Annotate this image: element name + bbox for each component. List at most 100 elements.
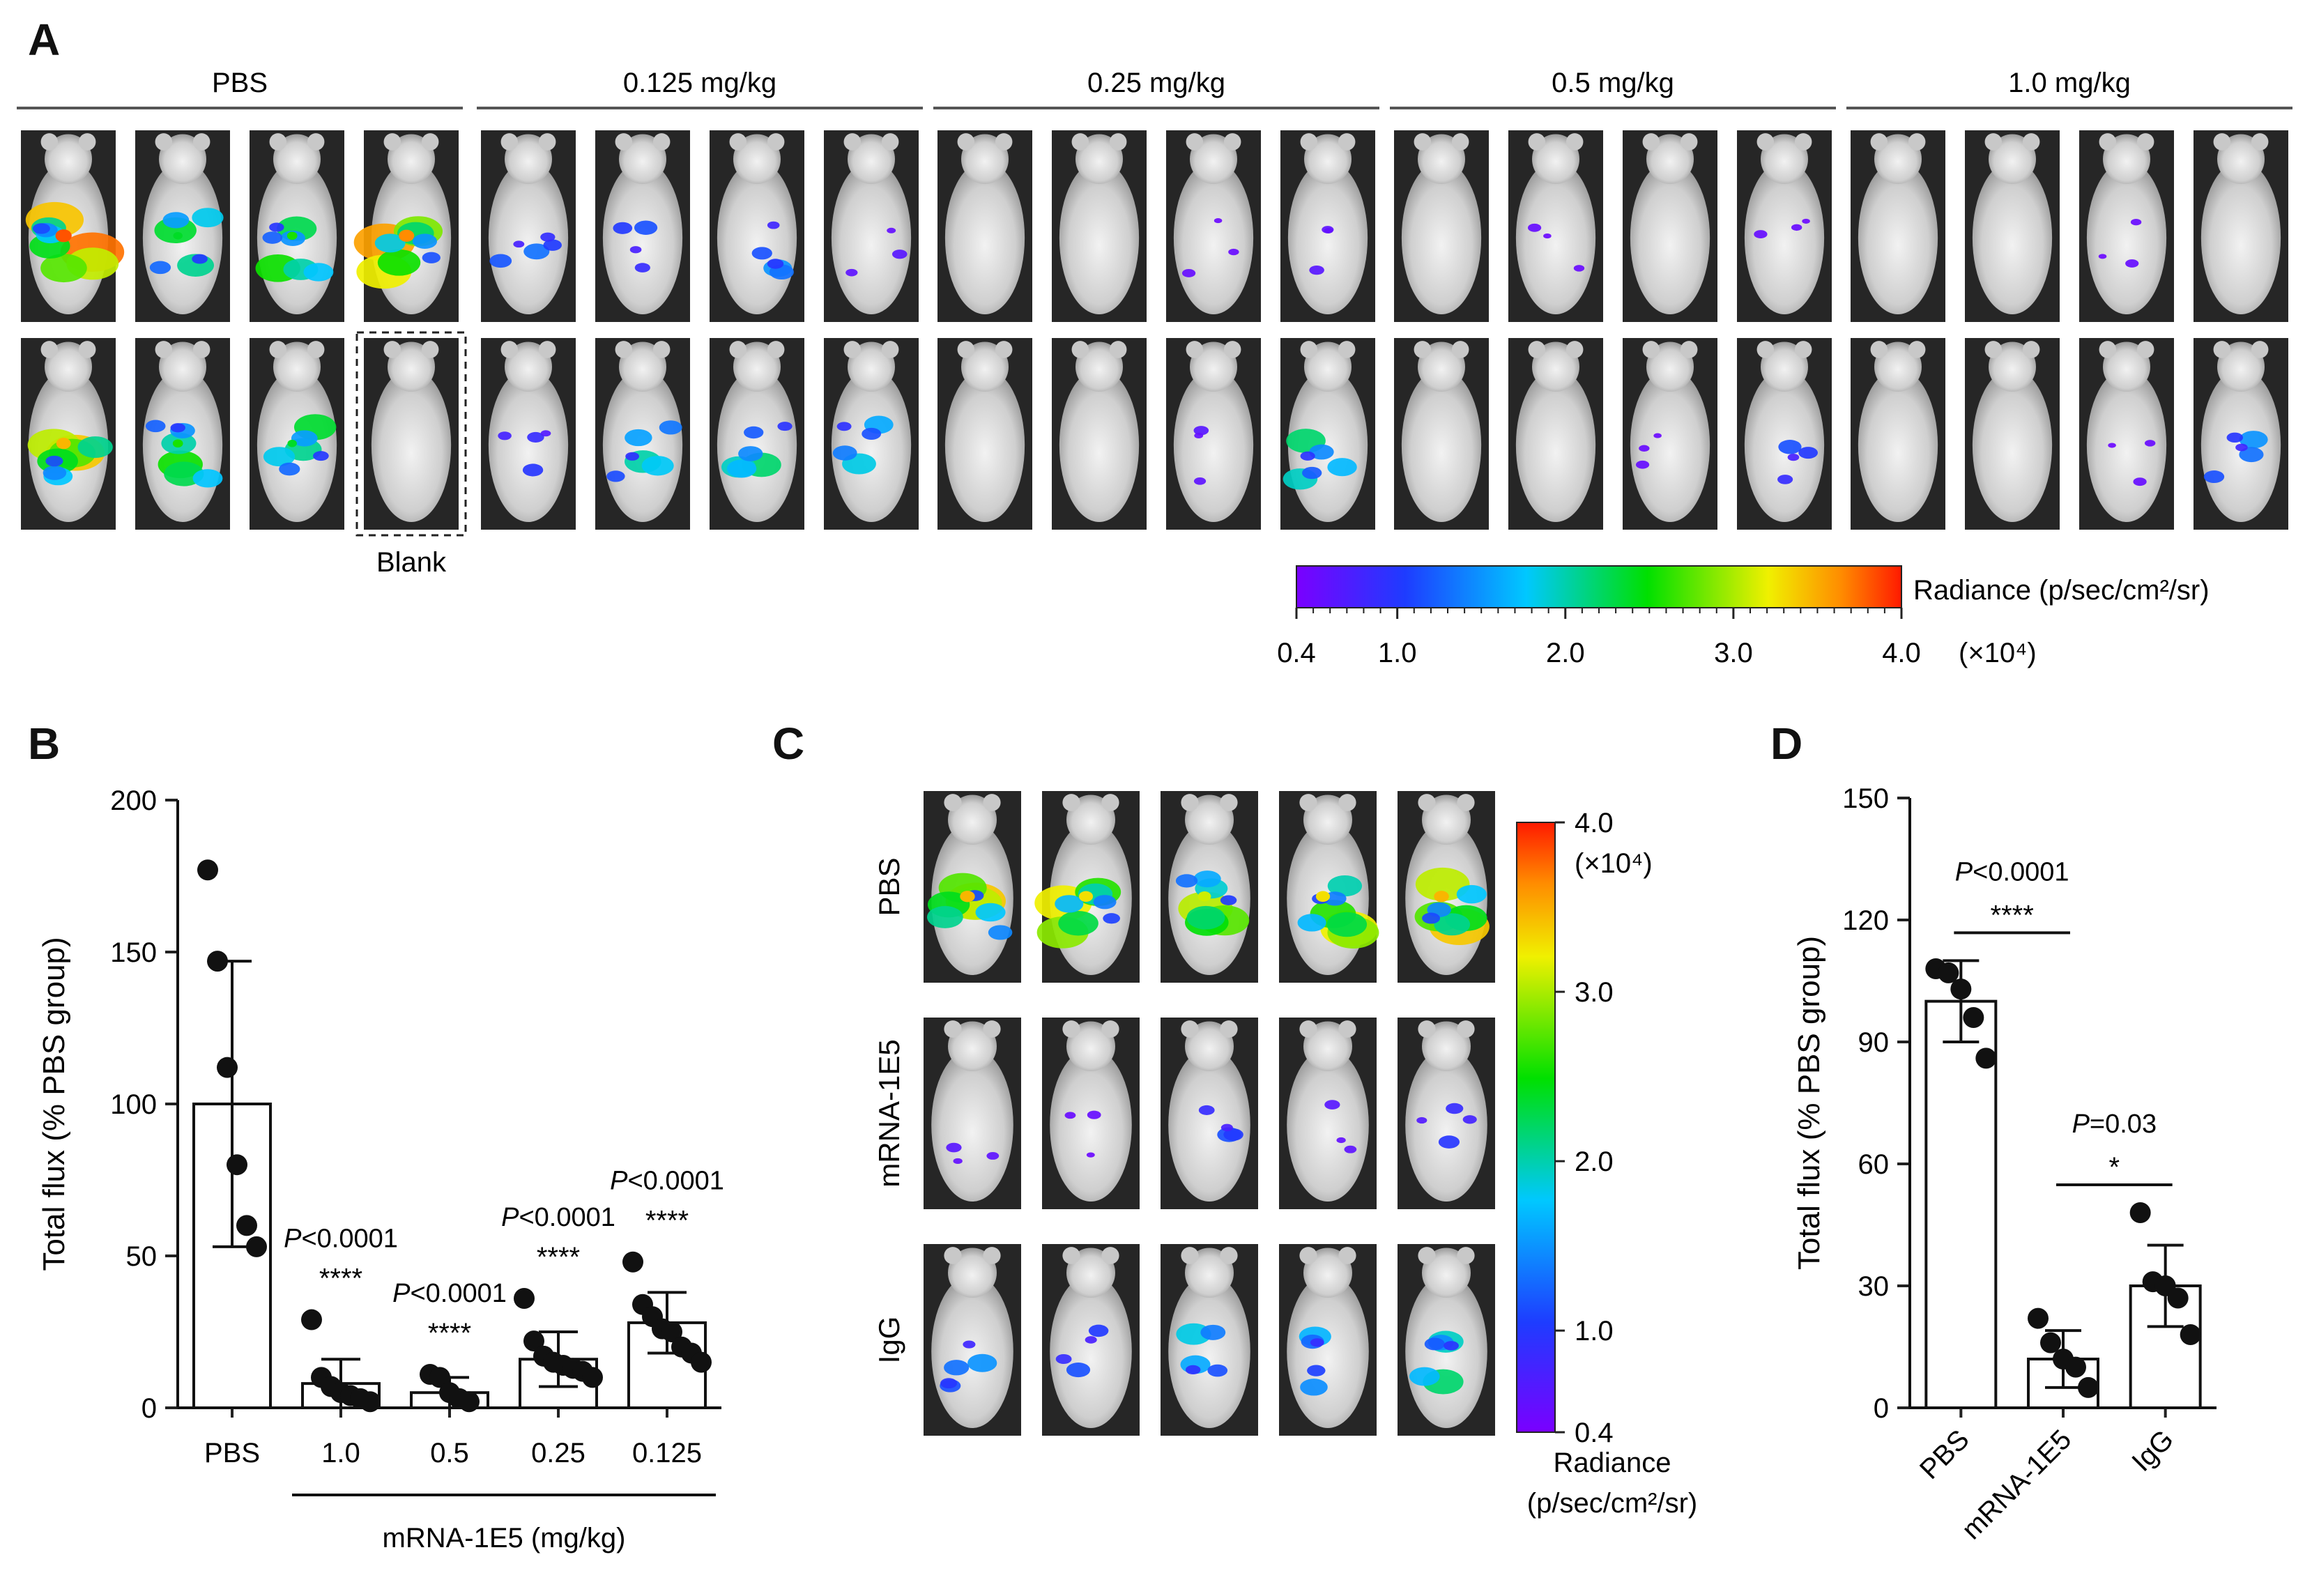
mouse-tile-signal-spot (767, 221, 780, 229)
x-tick-label: 0.25 (531, 1438, 585, 1468)
mouse-tile-ear-left (1418, 1247, 1436, 1264)
p-symbol: P (501, 1203, 519, 1232)
data-point (1975, 1048, 1997, 1069)
mouse-tile-ear-right (2136, 133, 2154, 151)
mouse-tile-signal-spot (1086, 1152, 1095, 1158)
significance-stars: **** (1991, 900, 2034, 930)
p-symbol: P (1955, 857, 1973, 887)
mouse-tile-signal-spot (32, 223, 50, 234)
mouse-tile-ear-left (944, 794, 962, 811)
mouse-tile-head (1532, 342, 1579, 392)
mouse-tile-ear-left (2213, 133, 2231, 151)
mouse-tile-signal-spot (629, 246, 642, 254)
mouse-tile-body (831, 369, 912, 522)
data-point (301, 1309, 322, 1330)
mouse-tile-signal-core (1434, 891, 1449, 903)
mouse-tile-ear-right (2136, 341, 2154, 358)
y-tick-label: 120 (1842, 905, 1889, 936)
mouse-tile-signal-spot (1444, 1341, 1459, 1351)
mouse-tile-ear-left (1300, 341, 1318, 358)
mouse-tile-body (944, 369, 1025, 522)
mouse-tile-ear-right (652, 133, 671, 151)
mouse-tile-head (1874, 342, 1922, 392)
mouse-tile-signal-spot (927, 906, 963, 928)
mouse-tile-signal-spot (1087, 1110, 1101, 1119)
mouse-tile-signal-spot (1088, 1324, 1109, 1337)
mouse-tile-signal-spot (1326, 912, 1368, 937)
mouse-tile-ear-right (1101, 1247, 1119, 1264)
mouse-tile-ear-left (40, 341, 59, 358)
significance-stars: **** (428, 1318, 471, 1349)
data-point (207, 951, 228, 972)
significance-stars: **** (319, 1264, 362, 1294)
mouse-tile-signal-spot (513, 240, 525, 248)
mouse-tile-signal-spot (527, 431, 544, 443)
mouse-tile-ear-left (1300, 133, 1318, 151)
mouse-tile-signal-spot (1324, 227, 1333, 233)
mouse-tile-signal-spot (1055, 895, 1084, 913)
mouse-tile-signal-spot (634, 263, 650, 273)
mouse-tile-signal-spot (1798, 447, 1818, 459)
y-tick-label: 50 (126, 1241, 158, 1272)
mouse-tile-ear-right (1457, 1020, 1475, 1038)
mouse-tile-signal-spot (832, 445, 857, 461)
mouse-tile-signal-spot (149, 261, 171, 275)
x-tick-label: PBS (1914, 1424, 1975, 1485)
mouse-tile-signal-core (172, 439, 183, 448)
mouse-tile-body (488, 369, 569, 522)
mouse-tile-signal-spot (946, 1142, 962, 1153)
mouse-tile-signal-spot (1324, 1100, 1340, 1110)
mouse-tile-ear-right (1338, 794, 1356, 811)
mouse-tile-ear-right (1338, 341, 1356, 358)
mouse-tile-ear-right (1220, 1247, 1238, 1264)
data-point (514, 1288, 535, 1310)
mouse-tile-signal-spot (726, 459, 757, 478)
y-tick-label: 150 (110, 937, 157, 968)
mouse-tile-signal-spot (1055, 1353, 1072, 1365)
mouse-tile-ear-left (269, 133, 287, 151)
mouse-tile-body (717, 369, 797, 522)
p-symbol: P (610, 1167, 628, 1196)
mouse-tile-signal-spot (641, 456, 674, 476)
mouse-tile-signal-spot (269, 222, 284, 232)
mouse-tile-head (1303, 795, 1352, 845)
x-tick-label: mRNA-1E5 (1956, 1424, 2077, 1545)
mouse-tile-ear-left (1299, 794, 1317, 811)
panel-label-d: D (1770, 719, 1803, 769)
mouse-tile-head (1761, 342, 1808, 392)
mouse-tile-ear-right (1794, 341, 1812, 358)
mouse-tile-signal-spot (1446, 1103, 1464, 1114)
blank-mouse-body (371, 369, 452, 522)
mouse-tile-signal-spot (744, 426, 764, 439)
mouse-tile-signal-spot (1639, 445, 1650, 452)
mouse-tile-ear-left (1186, 133, 1204, 151)
mouse-tile-signal-spot (279, 462, 300, 476)
mouse-tile-ear-right (983, 1247, 1001, 1264)
mouse-tile-head (1075, 342, 1123, 392)
mouse-tile-head (1190, 342, 1237, 392)
data-point (1938, 962, 1959, 983)
mouse-tile-ear-left (1181, 1020, 1199, 1038)
mouse-tile-body (1515, 369, 1596, 522)
mouse-tile-ear-right (2022, 133, 2040, 151)
data-point (1963, 1007, 1984, 1028)
mouse-tile-signal-spot (887, 227, 896, 233)
mouse-tile-signal-spot (2125, 259, 2139, 268)
mouse-tile-head (2217, 134, 2265, 184)
mouse-tile-signal-spot (1573, 265, 1585, 272)
mouse-tile-ear-left (1071, 133, 1089, 151)
mouse-tile-ear-right (1794, 133, 1812, 151)
p-value: =0.03 (2090, 1110, 2157, 1139)
colorbar-tick-label: 0.4 (1277, 638, 1316, 668)
mouse-tile-head (45, 342, 92, 392)
mouse-tile-signal-spot (1791, 224, 1802, 231)
row-label: PBS (873, 857, 905, 916)
mouse-tile-ear-right (881, 133, 899, 151)
mouse-tile-head (1418, 342, 1465, 392)
group-label: 0.5 mg/kg (1552, 68, 1674, 98)
mouse-tile-signal-spot (162, 212, 190, 229)
mouse-tile-ear-left (1062, 1020, 1080, 1038)
mouse-tile-signal-spot (836, 422, 852, 431)
mouse-tile-body (1168, 1275, 1250, 1428)
mouse-tile-ear-right (1451, 133, 1469, 151)
